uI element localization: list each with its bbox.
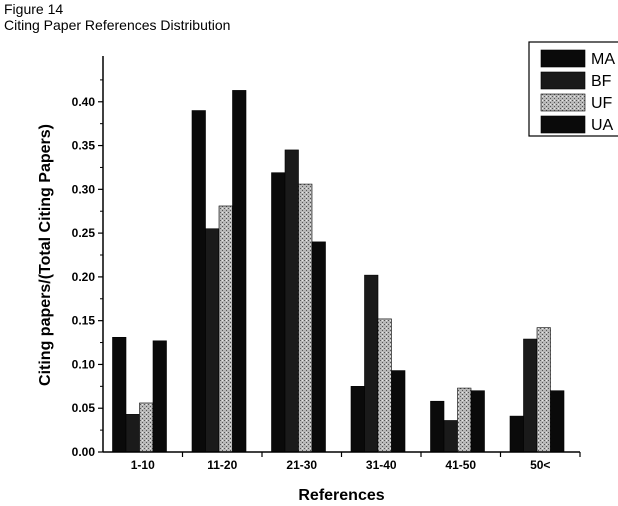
bar-uf-4 [457, 387, 472, 453]
figure-label: Figure 14 [4, 1, 64, 17]
bar-ma-5 [509, 415, 524, 453]
bar-ma-0 [112, 336, 127, 453]
y-tick-label: 0.10 [72, 357, 96, 371]
legend-swatch-uf [540, 93, 586, 112]
legend-swatch-ma [540, 49, 586, 68]
legend-label-bf: BF [591, 73, 612, 90]
bar-ma-4 [430, 400, 445, 453]
figure-title: Citing Paper References Distribution [4, 17, 231, 33]
x-axis-title: References [298, 487, 384, 504]
y-tick-label: 0.20 [72, 270, 96, 284]
axes-group: 0.00 0.05 0.10 0.15 0.20 0.25 0.30 0.35 0.40 1-10… [37, 56, 581, 504]
x-tick-label: 41-50 [445, 458, 476, 472]
bar-ua-2 [311, 241, 326, 453]
bar-uf-5 [536, 327, 551, 453]
y-tick-label: 0.30 [72, 182, 96, 196]
legend-label-ma: MA [591, 51, 615, 68]
bar-bf-1 [205, 228, 220, 453]
legend: MA BF UF UA [528, 41, 618, 137]
bar-uf-3 [377, 318, 392, 453]
bar-ua-3 [391, 370, 406, 453]
bar-bf-5 [523, 338, 538, 453]
bar-uf-2 [298, 183, 313, 453]
legend-swatch-ua [540, 115, 586, 134]
bar-uf-1 [218, 205, 233, 453]
bar-ma-1 [191, 110, 206, 453]
x-tick-label: 21-30 [286, 458, 317, 472]
y-tick-label: 0.05 [72, 401, 96, 415]
bar-ma-2 [271, 172, 286, 453]
x-tick-label: 11-20 [207, 458, 237, 472]
bar-ua-0 [152, 340, 167, 453]
bar-ua-4 [470, 390, 485, 453]
bar-bf-4 [443, 420, 458, 453]
legend-label-ua: UA [591, 117, 614, 134]
x-tick-label: 50< [530, 458, 550, 472]
bar-uf-0 [139, 402, 154, 453]
bar-bf-2 [284, 149, 299, 453]
bar-ua-5 [550, 390, 565, 453]
y-tick-label: 0.40 [72, 95, 96, 109]
y-tick-label: 0.25 [72, 226, 96, 240]
y-tick-label: 0.15 [72, 314, 96, 328]
bar-ma-3 [350, 386, 365, 453]
bar-ua-1 [232, 90, 247, 453]
y-tick-label: 0.00 [72, 445, 96, 459]
x-tick-label: 31-40 [366, 458, 397, 472]
bars-group [112, 90, 565, 453]
legend-swatch-bf [540, 71, 586, 90]
x-tick-label: 1-10 [131, 458, 155, 472]
bar-bf-0 [125, 414, 140, 453]
y-tick-label: 0.35 [72, 139, 96, 153]
bar-bf-3 [364, 274, 379, 453]
y-axis-title: Citing papers/(Total Citing Papers) [37, 124, 54, 386]
legend-label-uf: UF [591, 95, 613, 112]
